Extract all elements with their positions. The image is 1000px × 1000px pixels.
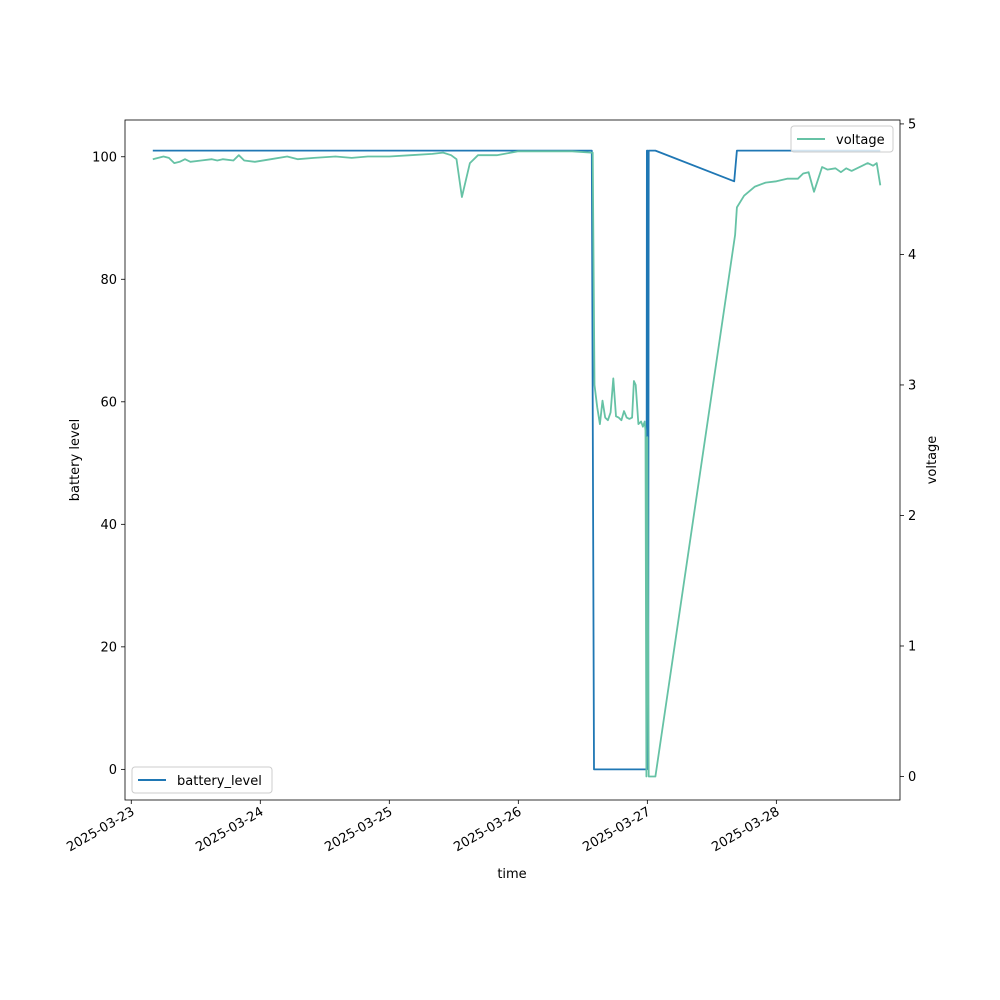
y-right-tick-label: 0 bbox=[908, 770, 916, 785]
y-left-tick-label: 40 bbox=[100, 518, 117, 533]
series-layer bbox=[152, 149, 882, 778]
y-axis-right: 0 1 2 3 4 5 bbox=[900, 117, 916, 785]
y-left-tick-label: 80 bbox=[100, 273, 117, 288]
y-left-tick-label: 60 bbox=[100, 395, 117, 410]
series-line-voltage bbox=[152, 150, 882, 778]
y-left-tick-label: 20 bbox=[100, 640, 117, 655]
legend-voltage: voltage bbox=[790, 125, 894, 153]
x-axis-label: time bbox=[497, 867, 526, 882]
y-right-tick-label: 5 bbox=[908, 117, 916, 132]
legend-voltage-box bbox=[790, 125, 894, 153]
plot-area bbox=[124, 119, 901, 801]
legend-battery-level: battery_level bbox=[131, 766, 273, 794]
y-left-tick-label: 0 bbox=[109, 763, 117, 778]
y-right-tick-label: 2 bbox=[908, 509, 916, 524]
y-right-tick-label: 3 bbox=[908, 378, 916, 393]
plot-frame bbox=[124, 119, 901, 801]
y-axis-left-label: battery level bbox=[68, 419, 83, 502]
y-axis-right-label: voltage bbox=[925, 436, 940, 485]
y-left-tick-label: 100 bbox=[92, 150, 117, 165]
y-right-tick-label: 1 bbox=[908, 639, 916, 654]
legend-voltage-label: voltage bbox=[836, 133, 885, 148]
legend-battery-box bbox=[131, 766, 273, 794]
y-right-tick-label: 4 bbox=[908, 248, 916, 263]
y-axis-left: 0 20 40 60 80 100 bbox=[92, 150, 125, 778]
legend-battery-label: battery_level bbox=[177, 774, 262, 789]
